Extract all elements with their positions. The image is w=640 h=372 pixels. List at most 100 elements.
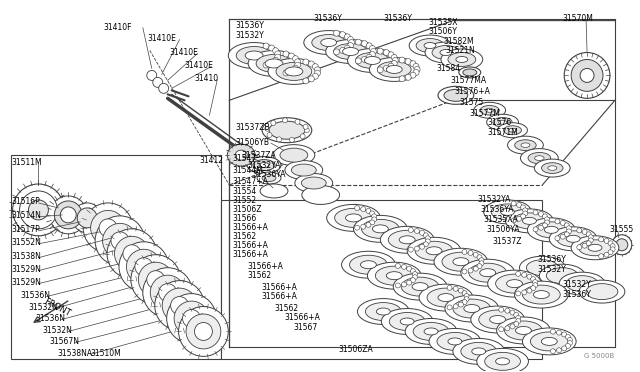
Text: 31562: 31562	[274, 304, 298, 313]
Ellipse shape	[533, 291, 549, 299]
Circle shape	[401, 282, 406, 287]
Text: 31532YA: 31532YA	[477, 195, 511, 205]
Circle shape	[564, 232, 569, 237]
Circle shape	[477, 264, 482, 269]
Ellipse shape	[480, 106, 499, 115]
Ellipse shape	[486, 108, 493, 112]
Ellipse shape	[461, 259, 515, 286]
Ellipse shape	[387, 272, 402, 280]
Text: 31410E: 31410E	[148, 34, 177, 43]
Ellipse shape	[29, 200, 49, 220]
Ellipse shape	[424, 328, 438, 335]
Text: G 5000B: G 5000B	[584, 353, 614, 359]
Ellipse shape	[453, 339, 504, 364]
Circle shape	[543, 214, 547, 219]
Circle shape	[349, 39, 355, 45]
Ellipse shape	[147, 271, 164, 289]
Circle shape	[516, 216, 522, 221]
Ellipse shape	[174, 301, 209, 336]
Text: 31536Y: 31536Y	[236, 21, 264, 30]
Circle shape	[577, 228, 582, 233]
Text: 31566+A: 31566+A	[232, 223, 268, 232]
Ellipse shape	[528, 153, 550, 164]
Ellipse shape	[495, 358, 509, 365]
Circle shape	[533, 227, 538, 232]
Ellipse shape	[425, 42, 467, 63]
Ellipse shape	[579, 240, 611, 256]
Ellipse shape	[342, 48, 358, 55]
Circle shape	[366, 222, 371, 227]
Text: 31516P: 31516P	[12, 198, 40, 206]
Circle shape	[412, 275, 417, 280]
Ellipse shape	[504, 126, 522, 135]
Text: 31552: 31552	[232, 196, 257, 205]
Circle shape	[458, 288, 463, 293]
Circle shape	[560, 221, 565, 225]
Ellipse shape	[477, 349, 529, 372]
Ellipse shape	[285, 161, 323, 180]
Circle shape	[348, 36, 353, 42]
Circle shape	[588, 238, 593, 243]
Ellipse shape	[333, 44, 367, 60]
Circle shape	[527, 288, 532, 293]
Ellipse shape	[365, 302, 401, 321]
Ellipse shape	[342, 251, 396, 278]
Ellipse shape	[493, 118, 512, 127]
Circle shape	[462, 291, 467, 296]
Ellipse shape	[548, 166, 557, 170]
Ellipse shape	[461, 342, 497, 360]
Circle shape	[308, 61, 314, 67]
Text: 31566+A: 31566+A	[232, 250, 268, 259]
Text: 31529N: 31529N	[12, 265, 42, 274]
Circle shape	[263, 62, 269, 68]
Circle shape	[564, 223, 569, 228]
Circle shape	[582, 243, 587, 248]
Text: 31537Z: 31537Z	[493, 237, 522, 246]
Circle shape	[267, 132, 272, 138]
Circle shape	[531, 277, 536, 282]
Ellipse shape	[259, 163, 269, 167]
Ellipse shape	[527, 218, 575, 242]
Ellipse shape	[247, 157, 281, 174]
Circle shape	[399, 57, 405, 63]
Circle shape	[522, 272, 527, 277]
Text: FRONT: FRONT	[42, 297, 72, 318]
Circle shape	[562, 346, 566, 351]
Circle shape	[273, 57, 278, 63]
Circle shape	[608, 241, 613, 246]
Ellipse shape	[437, 333, 473, 350]
Circle shape	[533, 210, 538, 215]
Ellipse shape	[143, 268, 193, 318]
Circle shape	[401, 264, 406, 269]
Text: 31506YA: 31506YA	[486, 225, 520, 234]
Circle shape	[405, 74, 411, 80]
Ellipse shape	[20, 191, 58, 229]
Circle shape	[458, 302, 463, 307]
Circle shape	[153, 77, 163, 87]
Circle shape	[468, 250, 473, 256]
Circle shape	[410, 269, 415, 274]
Circle shape	[362, 41, 367, 46]
Ellipse shape	[474, 102, 506, 118]
Circle shape	[543, 223, 547, 228]
Text: 31410: 31410	[195, 74, 219, 83]
Ellipse shape	[412, 283, 428, 291]
Text: 31532YA: 31532YA	[247, 161, 280, 170]
Ellipse shape	[348, 48, 397, 73]
Ellipse shape	[566, 276, 598, 292]
Ellipse shape	[468, 263, 507, 282]
Circle shape	[415, 246, 419, 251]
Circle shape	[453, 286, 458, 291]
Text: 31566+A: 31566+A	[261, 292, 297, 301]
Ellipse shape	[346, 214, 362, 222]
Circle shape	[522, 290, 527, 295]
Ellipse shape	[534, 156, 544, 160]
Circle shape	[531, 286, 536, 291]
Ellipse shape	[459, 67, 481, 78]
Circle shape	[447, 305, 452, 310]
Circle shape	[391, 54, 397, 61]
Ellipse shape	[559, 272, 605, 295]
Circle shape	[275, 51, 281, 57]
Ellipse shape	[253, 160, 275, 170]
Ellipse shape	[295, 174, 333, 192]
